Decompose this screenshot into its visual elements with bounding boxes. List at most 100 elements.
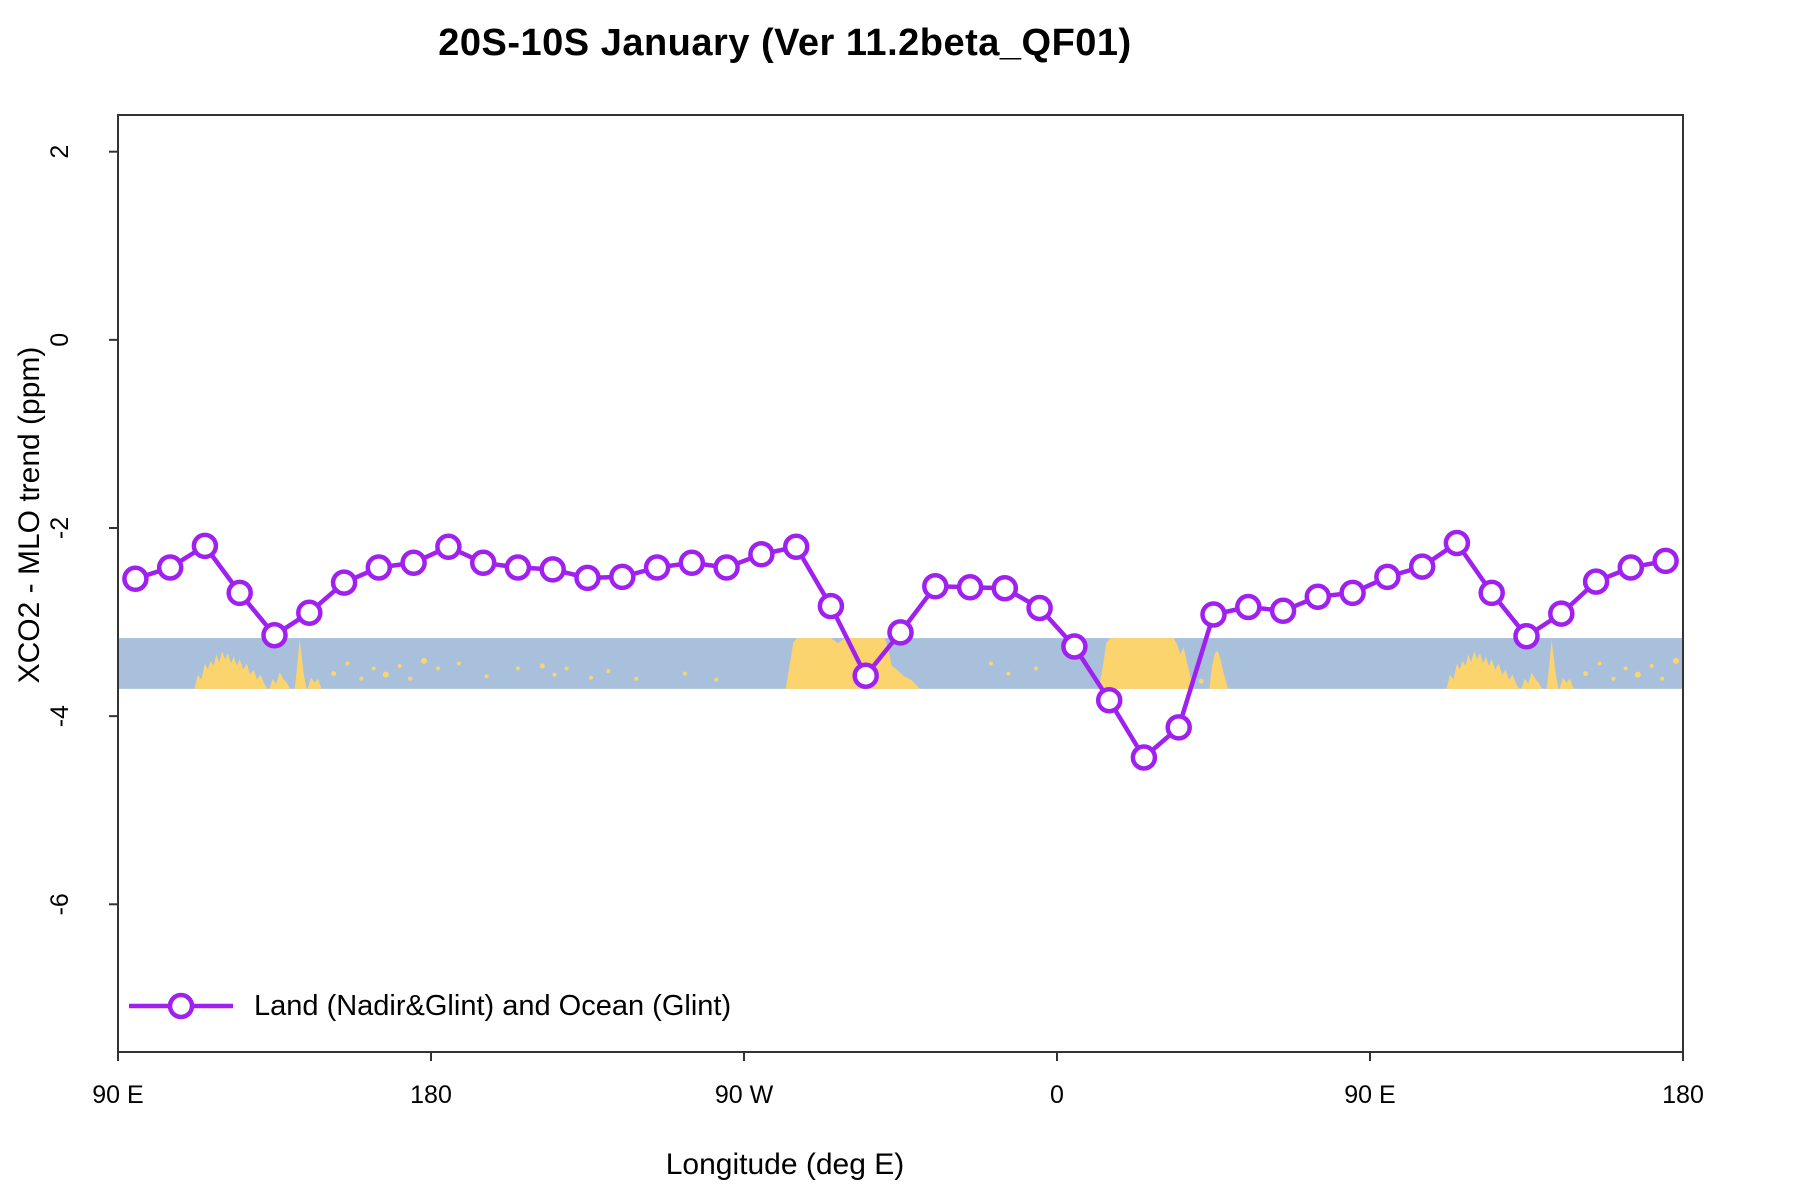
land-island-dot	[1673, 657, 1679, 664]
data-point	[1617, 554, 1645, 581]
data-point	[122, 565, 149, 593]
data-point	[1548, 600, 1575, 627]
land-island-dot	[606, 669, 611, 674]
x-tick-label: 0	[1050, 1081, 1064, 1109]
land-island-dot	[1583, 671, 1589, 677]
data-point	[817, 592, 845, 620]
data-point	[643, 554, 671, 581]
data-point	[156, 554, 184, 581]
y-tick-label: -4	[46, 705, 74, 727]
data-point	[1026, 594, 1053, 622]
data-point	[1513, 622, 1540, 650]
land-island-dot	[634, 676, 639, 681]
data-point	[956, 574, 984, 601]
land-island-dot	[1634, 671, 1641, 678]
y-tick-label: 0	[46, 333, 74, 347]
land-patch	[194, 651, 268, 689]
land-patch	[1209, 650, 1229, 689]
land-island-dot	[988, 661, 993, 666]
data-point	[1095, 686, 1123, 714]
land-patch	[1446, 651, 1520, 689]
data-point	[1339, 579, 1366, 607]
data-point	[1408, 553, 1436, 580]
land-island-dot	[539, 663, 545, 669]
data-point	[330, 569, 358, 596]
x-tick-label: 90 E	[1344, 1081, 1395, 1109]
data-point	[365, 554, 393, 581]
data-point	[1304, 583, 1332, 610]
land-patch	[1559, 677, 1574, 689]
plot-box	[117, 114, 1684, 1053]
data-point	[852, 662, 879, 689]
data-point	[748, 541, 775, 568]
land-island-dot	[1006, 671, 1011, 676]
data-point	[1478, 579, 1505, 607]
data-point	[226, 579, 253, 607]
data-point	[991, 574, 1019, 602]
y-tick-label: -6	[46, 893, 74, 915]
data-point	[609, 563, 636, 591]
land-patch	[269, 672, 291, 689]
land-island-dot	[484, 674, 489, 679]
legend-label: Land (Nadir&Glint) and Ocean (Glint)	[254, 989, 732, 1022]
data-point	[191, 532, 219, 560]
land-patch	[1546, 639, 1559, 689]
land-island-dot	[1649, 664, 1654, 668]
x-tick-label: 90 E	[92, 1081, 143, 1109]
land-island-dot	[515, 666, 520, 671]
land-island-dot	[1034, 666, 1039, 671]
land-island-dot	[552, 672, 557, 677]
data-point	[400, 549, 427, 577]
land-island-dot	[1660, 676, 1665, 681]
data-point	[296, 599, 323, 626]
land-island-dot	[456, 661, 461, 666]
land-island-dot	[1623, 666, 1628, 671]
data-point	[713, 554, 740, 581]
data-point	[1235, 593, 1262, 621]
data-point	[1061, 633, 1088, 660]
data-point	[574, 564, 601, 592]
data-point	[1652, 547, 1679, 575]
legend-marker-icon	[167, 992, 195, 1020]
land-patch	[1098, 638, 1194, 689]
land-island-dot	[345, 661, 350, 666]
data-point	[1374, 563, 1401, 591]
land-island-dot	[714, 677, 719, 682]
land-patch	[1521, 672, 1543, 689]
data-point	[887, 619, 914, 646]
land-island-dot	[359, 676, 364, 681]
land-island-dot	[682, 671, 687, 676]
land-island-dot	[421, 657, 427, 664]
land-island-dot	[371, 666, 376, 671]
land-island-dot	[564, 666, 569, 671]
data-point	[782, 533, 810, 561]
y-tick-label: -2	[46, 517, 74, 539]
data-point	[1443, 529, 1471, 557]
chart-title: 20S-10S January (Ver 11.2beta_QF01)	[438, 22, 1132, 64]
data-point	[1130, 744, 1158, 771]
land-island-dot	[589, 675, 593, 680]
data-point	[261, 621, 288, 649]
data-point	[1269, 597, 1297, 625]
land-island-dot	[331, 671, 337, 677]
data-point	[1200, 601, 1227, 628]
y-tick-label: 2	[46, 145, 74, 159]
legend-symbol	[129, 992, 233, 1020]
data-point	[539, 556, 566, 583]
x-tick-label: 180	[1662, 1081, 1704, 1109]
land-island-dot	[408, 676, 413, 681]
land-island-dot	[1611, 676, 1616, 681]
legend: Land (Nadir&Glint) and Ocean (Glint)	[126, 984, 731, 1028]
x-axis-title: Longitude (deg E)	[665, 1148, 905, 1181]
x-tick-label: 90 W	[715, 1081, 774, 1109]
data-point	[504, 554, 532, 581]
land-island-dot	[1198, 678, 1204, 684]
data-point	[469, 549, 497, 577]
data-point	[1582, 568, 1610, 595]
land-patch	[294, 639, 307, 689]
land-island-dot	[397, 664, 402, 668]
land-patch	[307, 677, 322, 689]
data-point	[678, 549, 706, 577]
